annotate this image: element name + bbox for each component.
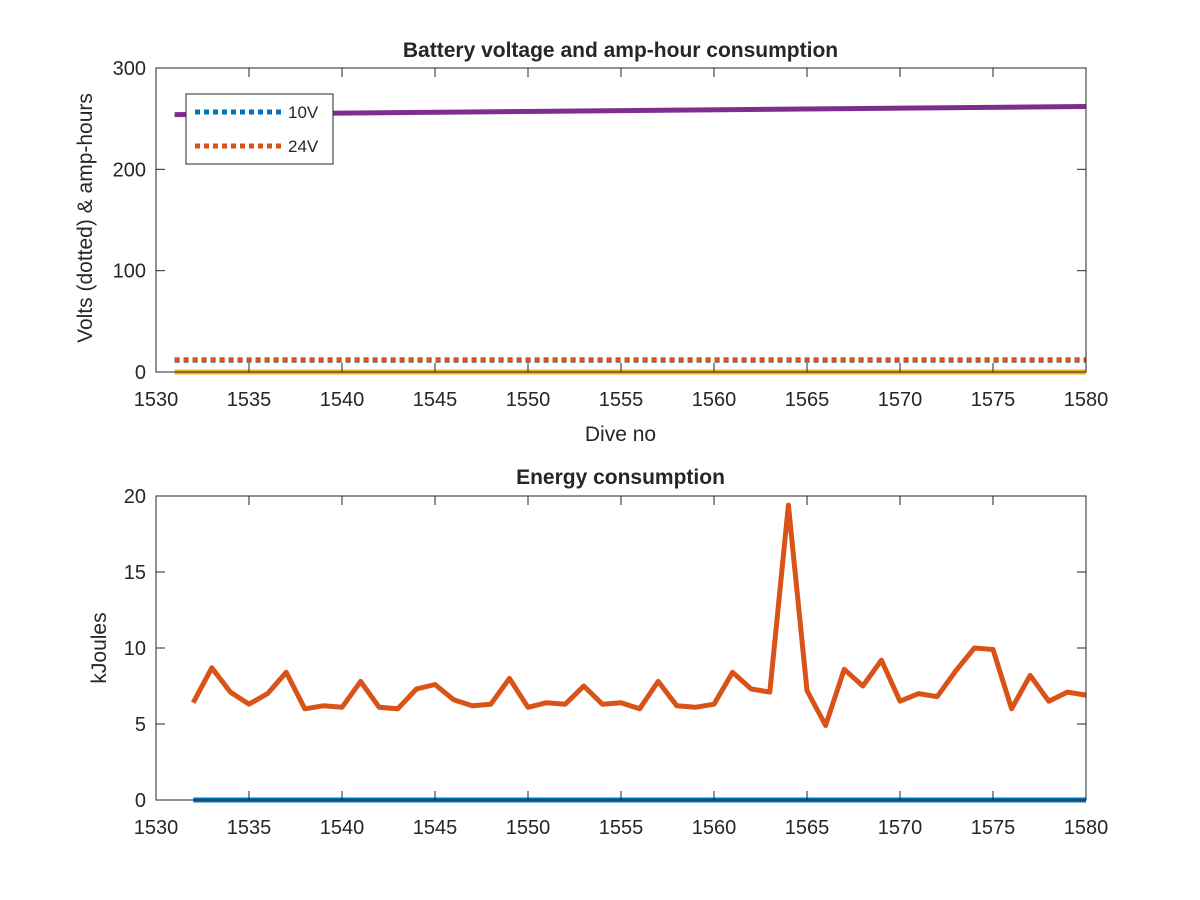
energy-x-tick-label: 1545 (413, 817, 458, 839)
energy-x-tick-label: 1575 (971, 817, 1016, 839)
energy-x-tick-label: 1570 (878, 817, 923, 839)
energy-y-tick-label: 20 (124, 486, 146, 508)
battery-x-tick-label: 1535 (227, 389, 272, 411)
energy-y-tick-label: 10 (124, 638, 146, 660)
legend-label-24v: 24V (288, 137, 319, 156)
energy-x-tick-label: 1580 (1064, 817, 1109, 839)
energy-x-tick-label: 1535 (227, 817, 272, 839)
energy-consumption-plot: 1530 1535 1540 1545 1550 1555 1560 1565 1570 1575… (88, 466, 1108, 839)
battery-y-tick-label: 200 (113, 159, 146, 181)
battery-x-tick-label: 1565 (785, 389, 830, 411)
battery-x-tick-label: 1580 (1064, 389, 1109, 411)
energy-y-tick-label: 5 (135, 714, 146, 736)
legend-label-10v: 10V (288, 103, 319, 122)
battery-y-tick-label: 300 (113, 58, 146, 80)
battery-x-tick-label: 1560 (692, 389, 737, 411)
energy-plot-title: Energy consumption (516, 466, 725, 489)
battery-y-tick-label: 100 (113, 261, 146, 283)
battery-x-tick-label: 1575 (971, 389, 1016, 411)
energy-x-tick-label: 1565 (785, 817, 830, 839)
battery-x-axis-label: Dive no (585, 423, 656, 446)
energy-x-tick-label: 1540 (320, 817, 365, 839)
legend-box (185, 93, 334, 165)
battery-x-tick-label: 1555 (599, 389, 644, 411)
energy-y-tick-label: 0 (135, 790, 146, 812)
battery-x-tick-label: 1545 (413, 389, 458, 411)
energy-series-1-line (190, 502, 1087, 728)
legend[interactable]: 10V 24V (185, 93, 334, 165)
energy-y-axis-label: kJoules (88, 612, 111, 683)
battery-x-tick-label: 1540 (320, 389, 365, 411)
battery-y-tick-label: 0 (135, 362, 146, 384)
battery-ticks: 1530 1535 1540 1545 1550 1555 1560 1565 1570 1575… (113, 58, 1109, 411)
energy-x-tick-label: 1550 (506, 817, 551, 839)
battery-x-tick-label: 1570 (878, 389, 923, 411)
energy-x-tick-label: 1555 (599, 817, 644, 839)
energy-ticks: 1530 1535 1540 1545 1550 1555 1560 1565 1570 1575… (124, 486, 1109, 839)
energy-y-tick-label: 15 (124, 562, 146, 584)
energy-x-tick-label: 1560 (692, 817, 737, 839)
battery-x-tick-label: 1550 (506, 389, 551, 411)
battery-voltage-plot: 1530 1535 1540 1545 1550 1555 1560 1565 1570 1575… (74, 39, 1108, 446)
energy-x-tick-label: 1530 (134, 817, 179, 839)
battery-y-axis-label: Volts (dotted) & amp-hours (74, 93, 97, 343)
battery-x-tick-label: 1530 (134, 389, 179, 411)
battery-plot-title: Battery voltage and amp-hour consumption (403, 39, 838, 62)
